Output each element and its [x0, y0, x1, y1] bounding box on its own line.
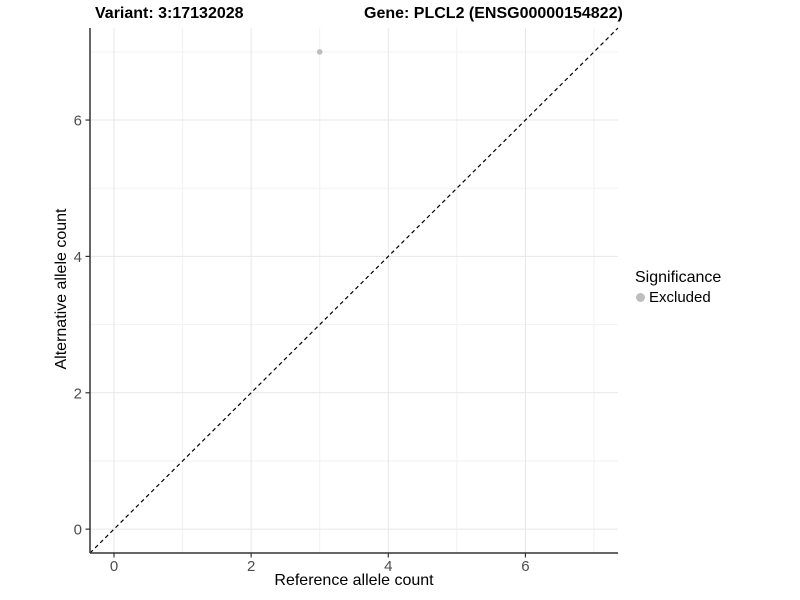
legend-label-excluded: Excluded [649, 289, 711, 306]
y-tick-label: 2 [74, 385, 82, 402]
x-tick-label: 4 [384, 558, 392, 575]
legend-item-excluded: Excluded [635, 289, 721, 306]
x-tick-label: 2 [247, 558, 255, 575]
x-tick-label: 0 [110, 558, 118, 575]
data-point-excluded [316, 49, 323, 55]
y-tick-label: 4 [74, 249, 82, 266]
y-tick-label: 0 [74, 522, 82, 539]
y-axis-title: Alternative allele count [53, 208, 70, 370]
legend: Significance Excluded [635, 269, 721, 306]
identity-line [89, 27, 619, 554]
legend-title: Significance [635, 269, 722, 286]
plot-title-gene: Gene: PLCL2 (ENSG00000154822) [364, 5, 623, 22]
x-tick-label: 6 [521, 558, 529, 575]
x-axis-title: Reference allele count [274, 572, 434, 589]
y-tick-label: 6 [74, 113, 82, 130]
legend-marker-excluded-icon [636, 293, 645, 302]
plot-title-variant: Variant: 3:17132028 [95, 5, 244, 22]
